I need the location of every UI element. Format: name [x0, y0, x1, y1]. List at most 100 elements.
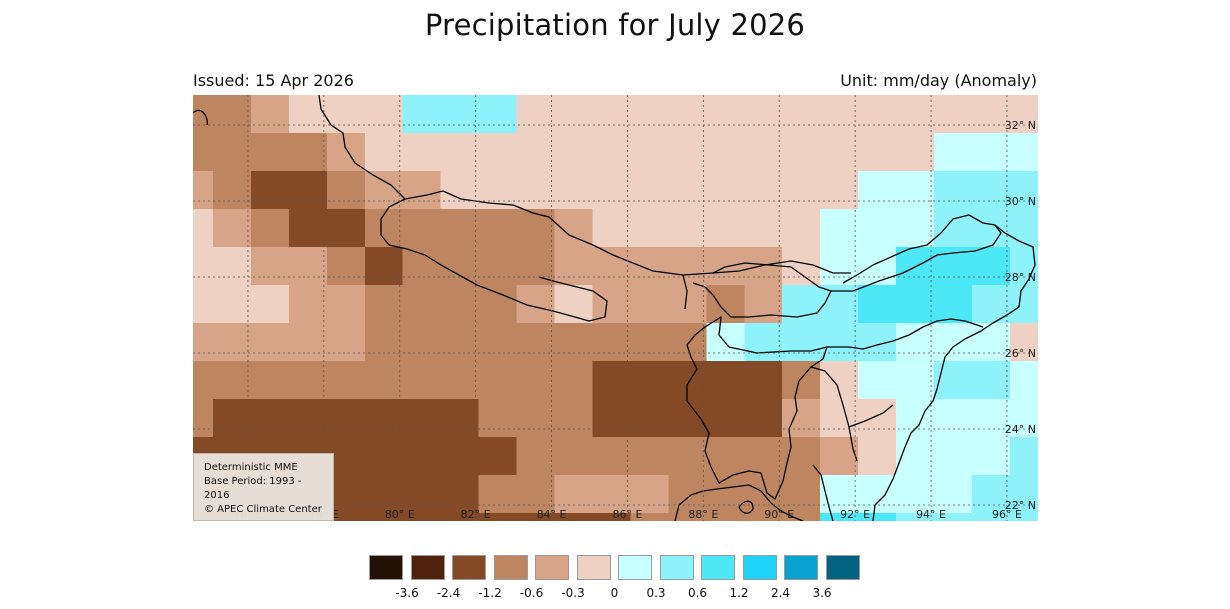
anomaly-cell — [858, 247, 897, 286]
anomaly-cell — [971, 513, 1011, 521]
latitude-label: 28° N — [1005, 271, 1036, 284]
anomaly-cell — [212, 133, 252, 172]
anomaly-cell — [516, 361, 555, 400]
anomaly-cell — [934, 513, 973, 521]
anomaly-cell — [744, 399, 783, 438]
legend-tick-label: 0.3 — [646, 586, 666, 600]
northeast-border — [872, 224, 1036, 521]
anomaly-cell — [1009, 133, 1038, 172]
latitude-label: 26° N — [1005, 347, 1036, 360]
anomaly-cell — [592, 95, 631, 134]
anomaly-cell — [592, 361, 631, 400]
anomaly-cell — [782, 475, 821, 514]
page-title: Precipitation for July 2026 — [424, 8, 806, 42]
longitude-label: 84° E — [537, 508, 567, 521]
anomaly-cell — [971, 437, 1011, 476]
anomaly-cell — [706, 209, 745, 248]
longitude-label: 88° E — [688, 508, 718, 521]
anomaly-cell — [1009, 361, 1038, 400]
anomaly-cell — [744, 171, 783, 210]
anomaly-cell — [554, 399, 593, 438]
anomaly-cell — [402, 209, 442, 248]
coastline — [738, 500, 754, 514]
anomaly-cell — [782, 133, 821, 172]
anomaly-cell — [971, 133, 1011, 172]
anomaly-cell — [630, 247, 669, 286]
anomaly-cell — [402, 437, 442, 476]
anomaly-cell — [440, 475, 480, 514]
longitude-label: 80° E — [385, 508, 415, 521]
anomaly-cell — [516, 475, 555, 514]
anomaly-cell — [820, 513, 859, 521]
anomaly-cell — [858, 133, 897, 172]
anomaly-cell — [592, 437, 631, 476]
anomaly-cell — [971, 95, 1011, 134]
anomaly-cell — [630, 209, 669, 248]
anomaly-cell — [212, 247, 252, 286]
anomaly-cell — [630, 361, 669, 400]
anomaly-cell — [592, 171, 631, 210]
legend-tick-label: -3.6 — [395, 586, 419, 600]
anomaly-cell — [744, 361, 783, 400]
legend-tick-label: 0.6 — [687, 586, 708, 600]
anomaly-cell — [250, 95, 290, 134]
anomaly-cell — [782, 361, 821, 400]
anomaly-cell — [212, 209, 252, 248]
anomaly-cell — [364, 323, 404, 362]
legend-tick-label: -0.3 — [561, 586, 585, 600]
anomaly-cell — [896, 513, 935, 521]
anomaly-cell — [440, 247, 480, 286]
anomaly-cell — [402, 361, 442, 400]
country-borders — [193, 95, 1036, 521]
anomaly-cell — [212, 399, 252, 438]
anomaly-cell — [592, 209, 631, 248]
coastline — [812, 464, 834, 521]
anomaly-cell — [478, 361, 518, 400]
anomaly-cell — [193, 285, 214, 324]
anomaly-cell — [288, 285, 328, 324]
anomaly-cell — [402, 475, 442, 514]
precipitation-map[interactable]: 76° E78° E80° E82° E84° E86° E88° E90° E… — [193, 95, 1038, 521]
latitude-label: 30° N — [1005, 195, 1036, 208]
legend-swatch — [452, 555, 486, 580]
anomaly-cell — [1009, 285, 1038, 324]
anomaly-cell — [630, 475, 669, 514]
anomaly-cell — [706, 513, 745, 521]
anomaly-cell — [820, 133, 859, 172]
anomaly-cell — [478, 513, 518, 521]
anomaly-cell — [516, 285, 555, 324]
anomaly-cell — [971, 323, 1011, 362]
legend-tick-label: 0 — [610, 586, 619, 600]
anomaly-cell — [478, 95, 518, 134]
anomaly-cell — [820, 247, 859, 286]
anomaly-cell — [706, 171, 745, 210]
anomaly-cell — [364, 133, 404, 172]
anomaly-cell — [820, 171, 859, 210]
unit-label: Unit: mm/day (Anomaly) — [840, 71, 1037, 90]
anomaly-cell — [782, 209, 821, 248]
anomaly-cell — [592, 323, 631, 362]
anomaly-cell — [744, 133, 783, 172]
anomaly-cell — [554, 437, 593, 476]
anomaly-cell — [326, 95, 366, 134]
anomaly-cell — [858, 171, 897, 210]
anomaly-cell — [896, 399, 935, 438]
border-line — [318, 95, 851, 276]
anomaly-cell — [592, 475, 631, 514]
anomaly-cell — [858, 323, 897, 362]
anomaly-cell — [896, 323, 935, 362]
anomaly-cell — [858, 513, 897, 521]
anomaly-cell — [668, 437, 707, 476]
anomaly-cell — [858, 95, 897, 134]
anomaly-cell — [896, 95, 935, 134]
legend-swatch — [618, 555, 652, 580]
anomaly-cell — [402, 399, 442, 438]
anomaly-cell — [478, 209, 518, 248]
anomaly-cell — [250, 285, 290, 324]
anomaly-cell — [706, 95, 745, 134]
anomaly-cell — [782, 323, 821, 362]
anomaly-cell — [782, 171, 821, 210]
anomaly-cell — [934, 437, 973, 476]
legend-swatch — [369, 555, 403, 580]
anomaly-cell — [630, 513, 669, 521]
